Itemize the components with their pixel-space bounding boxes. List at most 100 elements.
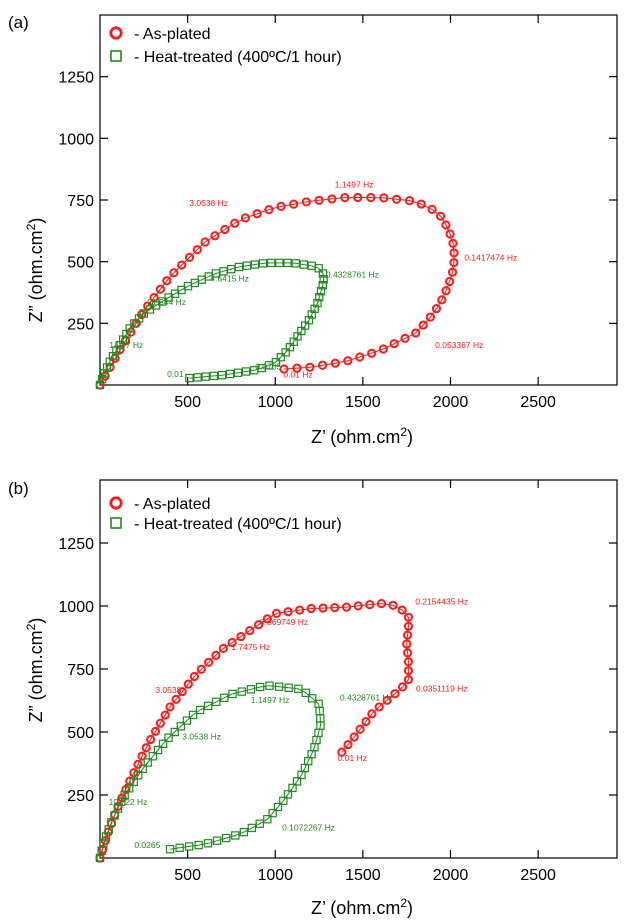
frequency-annotation: 0.01 Hz	[338, 753, 367, 763]
data-point	[374, 702, 384, 712]
data-point	[252, 209, 262, 219]
data-point	[222, 833, 231, 843]
data-point	[279, 364, 289, 374]
frequency-annotation: 1.7475 Hz	[231, 642, 270, 652]
data-point	[125, 784, 134, 793]
y-axis-label: Z” (ohm.cm2)	[24, 618, 46, 723]
legend-label-as-plated: - As-plated	[134, 496, 210, 513]
frequency-annotation: 10.722 Hz	[109, 797, 148, 807]
data-point	[402, 648, 413, 658]
data-point	[250, 260, 260, 269]
y-tick-label: 250	[67, 316, 94, 333]
data-point	[210, 231, 220, 241]
data-point	[306, 603, 316, 614]
data-point	[153, 745, 163, 755]
data-point	[182, 716, 192, 725]
data-point	[188, 710, 198, 720]
data-point	[445, 276, 455, 287]
data-point	[162, 276, 172, 286]
x-axis-ticks: 500 1000 1500 2000 2500	[174, 15, 556, 411]
frequency-annotation: 0.4328761 Hz	[326, 270, 379, 280]
legend-marker-heat-treated	[110, 517, 122, 529]
legend: - As-plated - Heat-treated (400ºC/1 hour…	[109, 26, 342, 66]
frequency-annotation: 0.053367 Hz	[435, 340, 483, 350]
data-point	[403, 666, 414, 676]
panel-a: (a) 500 1000 1500 2000 2500 250 500 750 1000 125…	[8, 13, 618, 447]
data-point	[183, 679, 193, 689]
data-point	[330, 603, 340, 613]
frequency-annotation: 3.0538 Hz	[189, 198, 228, 208]
data-point	[327, 194, 337, 204]
data-point	[355, 724, 365, 734]
data-point	[416, 199, 426, 209]
legend-marker-as-plated	[109, 26, 123, 40]
data-point	[134, 771, 143, 780]
y-tick-label: 750	[67, 193, 94, 210]
data-point	[237, 687, 246, 696]
data-point	[184, 252, 195, 262]
data-point	[230, 218, 240, 228]
data-point	[294, 684, 303, 694]
data-point	[388, 600, 398, 610]
data-point	[143, 758, 152, 767]
x-axis-ticks: 500 1000 1500 2000 2500	[174, 480, 556, 884]
x-tick-label: 1500	[345, 394, 381, 411]
frequency-annotation: 14.97 Hz	[109, 340, 143, 350]
series-heat-treated: 0.0265 0.1072267 Hz 10.722 Hz 3.0538 Hz 1.14…	[95, 681, 393, 863]
data-point	[295, 605, 305, 615]
data-point	[403, 612, 414, 622]
frequency-annotation: 0.01 Hz	[283, 370, 312, 380]
data-point	[160, 710, 170, 720]
y-tick-label: 250	[67, 788, 94, 805]
data-point	[212, 697, 221, 707]
data-point	[400, 333, 410, 343]
data-point	[403, 674, 414, 685]
data-point	[150, 726, 161, 736]
data-point	[292, 363, 302, 373]
data-point	[148, 752, 158, 761]
y-tick-label: 750	[67, 662, 94, 679]
y-tick-label: 1250	[58, 70, 94, 87]
data-point	[403, 657, 414, 667]
data-point	[185, 373, 194, 383]
data-point	[337, 747, 347, 757]
data-point	[389, 339, 399, 349]
data-point	[220, 693, 229, 702]
data-point	[427, 204, 437, 214]
data-point	[283, 258, 292, 268]
data-point	[271, 357, 281, 367]
data-point	[255, 819, 264, 828]
frequency-annotation: 1.1497 Hz	[335, 180, 374, 190]
panel-label: (a)	[8, 13, 29, 32]
data-point	[211, 650, 221, 660]
y-tick-label: 1000	[58, 599, 94, 616]
data-point	[340, 192, 350, 203]
x-tick-label: 500	[174, 867, 201, 884]
legend-label-heat-treated: - Heat-treated (400ºC/1 hour)	[134, 516, 342, 533]
data-point	[170, 727, 179, 737]
data-point	[365, 600, 375, 610]
data-point	[273, 802, 283, 812]
data-point	[392, 194, 402, 204]
data-point	[133, 759, 143, 769]
data-point	[184, 842, 194, 851]
data-point	[425, 312, 436, 322]
data-point	[130, 319, 139, 328]
data-point	[105, 357, 115, 367]
data-point	[196, 664, 206, 674]
data-point	[165, 702, 175, 712]
x-tick-label: 1000	[257, 394, 293, 411]
plot-frame	[99, 14, 618, 386]
data-point	[97, 374, 107, 384]
series-layer: 0.01 Hz 0.0351119 Hz 0.2154435 Hz 0.869749 …	[95, 597, 468, 863]
data-point	[284, 683, 293, 692]
data-point	[349, 732, 359, 742]
data-point	[242, 261, 252, 270]
plot-frame	[99, 479, 618, 859]
data-point	[176, 722, 186, 731]
data-point	[441, 286, 451, 296]
data-point	[330, 358, 340, 368]
data-point	[95, 380, 105, 390]
data-point	[274, 682, 284, 691]
x-tick-label: 1500	[345, 867, 381, 884]
